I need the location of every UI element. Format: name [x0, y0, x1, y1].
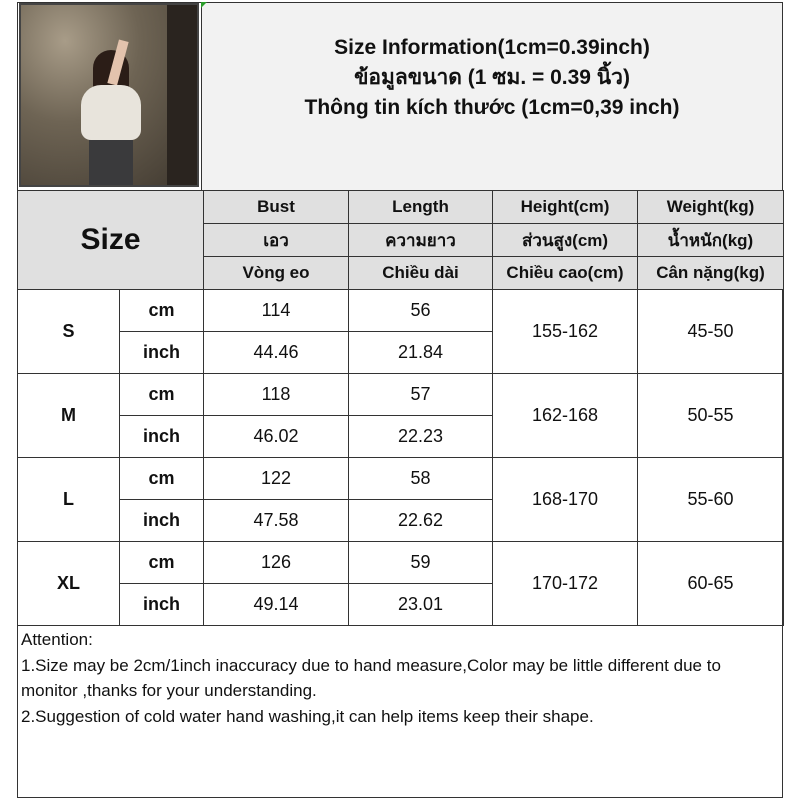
title-english: Size Information(1cm=0.39inch)	[334, 35, 650, 59]
title-vietnamese: Thông tin kích thước (1cm=0,39 inch)	[304, 95, 680, 119]
height-range: 162-168	[492, 373, 638, 458]
table-row: inch 47.58 22.62	[18, 499, 784, 542]
weight-range: 45-50	[637, 289, 784, 374]
unit-inch: inch	[119, 499, 204, 542]
header-bust: Bust	[203, 190, 349, 224]
header-bust-thai: เอว	[203, 223, 349, 257]
unit-cm: cm	[119, 541, 204, 584]
header-length-thai: ความยาว	[348, 223, 493, 257]
attention-notes: Attention: 1.Size may be 2cm/1inch inacc…	[18, 627, 782, 729]
header-height-vi: Chiều cao(cm)	[492, 256, 638, 290]
table-row: XL cm 126 59 170-172 60-65	[17, 541, 784, 626]
bust-inch: 49.14	[203, 583, 349, 626]
unit-inch: inch	[119, 331, 204, 374]
header-height: Height(cm)	[492, 190, 638, 224]
height-range: 155-162	[492, 289, 638, 374]
length-inch: 23.01	[348, 583, 493, 626]
bust-inch: 47.58	[203, 499, 349, 542]
length-cm: 57	[348, 373, 493, 416]
size-label: XL	[17, 541, 120, 626]
bust-inch: 46.02	[203, 415, 349, 458]
size-header: Size	[17, 190, 204, 290]
product-photo	[19, 3, 199, 187]
size-label: M	[17, 373, 120, 458]
table-row: inch 49.14 23.01	[18, 583, 784, 626]
header-weight: Weight(kg)	[637, 190, 784, 224]
size-label: S	[17, 289, 120, 374]
header-bust-vi: Vòng eo	[203, 256, 349, 290]
corner-marker	[201, 2, 207, 8]
bust-cm: 122	[203, 457, 349, 500]
length-inch: 22.23	[348, 415, 493, 458]
header-weight-vi: Cân nặng(kg)	[637, 256, 784, 290]
table-row: inch 46.02 22.23	[18, 415, 784, 458]
length-cm: 56	[348, 289, 493, 332]
note-item: 2.Suggestion of cold water hand washing,…	[21, 706, 594, 726]
bust-cm: 126	[203, 541, 349, 584]
header-weight-thai: น้ำหนัก(kg)	[637, 223, 784, 257]
size-label: L	[17, 457, 120, 542]
unit-cm: cm	[119, 457, 204, 500]
notes-heading: Attention:	[21, 630, 93, 649]
length-cm: 58	[348, 457, 493, 500]
unit-inch: inch	[119, 415, 204, 458]
header-length: Length	[348, 190, 493, 224]
header-height-thai: ส่วนสูง(cm)	[492, 223, 638, 257]
length-inch: 22.62	[348, 499, 493, 542]
length-cm: 59	[348, 541, 493, 584]
size-table: Size Bust Length Height(cm) Weight(kg) เ…	[17, 190, 784, 626]
height-range: 168-170	[492, 457, 638, 542]
length-inch: 21.84	[348, 331, 493, 374]
table-row: inch 44.46 21.84	[18, 331, 784, 374]
weight-range: 55-60	[637, 457, 784, 542]
weight-range: 50-55	[637, 373, 784, 458]
bust-cm: 114	[203, 289, 349, 332]
bust-cm: 118	[203, 373, 349, 416]
unit-cm: cm	[119, 373, 204, 416]
height-range: 170-172	[492, 541, 638, 626]
unit-inch: inch	[119, 583, 204, 626]
weight-range: 60-65	[637, 541, 784, 626]
note-item: 1.Size may be 2cm/1inch inaccuracy due t…	[21, 655, 721, 701]
unit-cm: cm	[119, 289, 204, 332]
title-thai: ข้อมูลขนาด (1 ซม. = 0.39 นิ้ว)	[354, 65, 630, 89]
size-info-title: Size Information(1cm=0.39inch) ข้อมูลขนา…	[201, 3, 782, 190]
header-length-vi: Chiều dài	[348, 256, 493, 290]
bust-inch: 44.46	[203, 331, 349, 374]
